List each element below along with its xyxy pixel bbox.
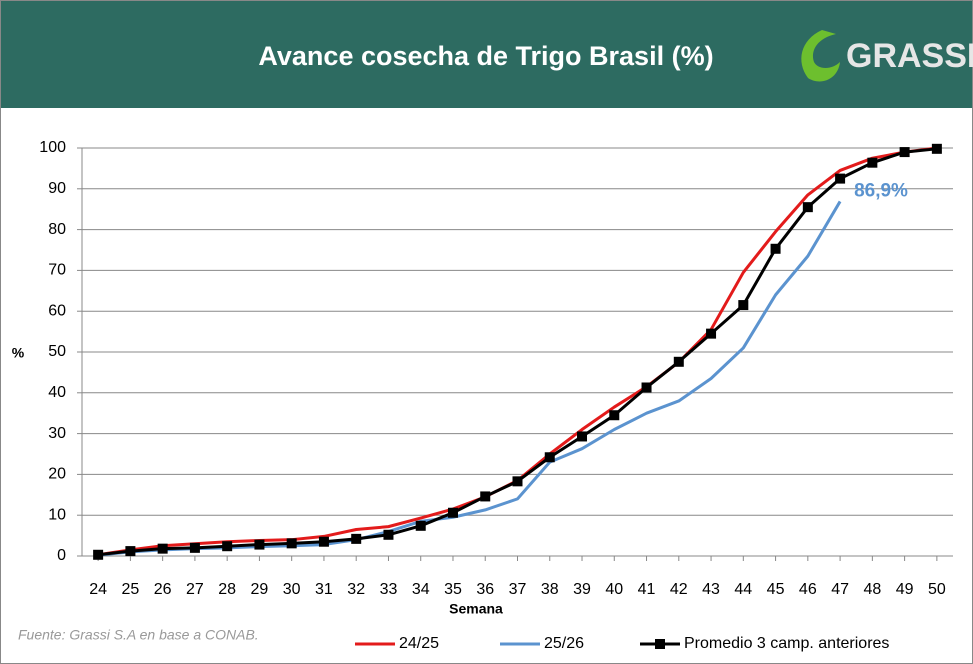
x-tick-label: 28 [218, 581, 236, 598]
x-tick-label: 40 [605, 581, 623, 598]
x-tick-label: 48 [863, 581, 881, 598]
x-tick-label: 42 [670, 581, 688, 598]
x-axis-label: Semana [449, 601, 503, 617]
series-marker [93, 549, 104, 560]
series-marker [222, 541, 233, 552]
y-tick-label: 90 [48, 180, 66, 197]
series-marker [415, 520, 426, 531]
x-tick-label: 47 [831, 581, 849, 598]
x-tick-label: 41 [638, 581, 656, 598]
series-marker [512, 476, 523, 487]
series-marker [480, 491, 491, 502]
series-marker [286, 538, 297, 549]
series-marker [254, 539, 265, 550]
x-tick-label: 25 [121, 581, 139, 598]
series-marker [770, 243, 781, 254]
y-tick-label: 10 [48, 506, 66, 523]
y-tick-label: 0 [57, 547, 66, 564]
y-tick-label: 20 [48, 466, 66, 483]
series-marker [835, 173, 846, 184]
legend-label: Promedio 3 camp. anteriores [684, 635, 889, 652]
x-tick-label: 39 [573, 581, 591, 598]
series-marker [641, 382, 652, 393]
x-tick-label: 34 [412, 581, 430, 598]
x-tick-label: 46 [799, 581, 817, 598]
x-tick-label: 50 [928, 581, 946, 598]
series-marker [383, 529, 394, 540]
series-marker [609, 410, 620, 421]
series-marker [577, 431, 588, 442]
series-marker [544, 452, 555, 463]
legend-label: 24/25 [399, 635, 439, 652]
x-tick-label: 37 [509, 581, 527, 598]
y-tick-label: 50 [48, 343, 66, 360]
series-marker [899, 147, 910, 158]
x-tick-label: 36 [476, 581, 494, 598]
legend-label: 25/26 [544, 635, 584, 652]
x-tick-label: 30 [283, 581, 301, 598]
series-marker [318, 536, 329, 547]
y-axis-label: % [12, 345, 25, 361]
legend-marker [655, 639, 665, 649]
annotation: 86,9% [854, 180, 908, 201]
y-tick-label: 60 [48, 302, 66, 319]
series-marker [125, 546, 136, 557]
x-tick-label: 27 [186, 581, 204, 598]
logo-text: GRASSI [846, 37, 973, 75]
series-marker [157, 543, 168, 554]
logo-icon [801, 30, 840, 82]
series-marker [738, 300, 749, 311]
x-tick-label: 43 [702, 581, 720, 598]
series-marker [673, 356, 684, 367]
y-tick-label: 80 [48, 221, 66, 238]
x-tick-label: 45 [767, 581, 785, 598]
series-marker [189, 542, 200, 553]
y-tick-label: 40 [48, 384, 66, 401]
x-tick-label: 35 [444, 581, 462, 598]
y-tick-label: 100 [39, 139, 66, 156]
x-tick-label: 44 [734, 581, 752, 598]
x-tick-label: 26 [154, 581, 172, 598]
series-marker [867, 157, 878, 168]
source-note: Fuente: Grassi S.A en base a CONAB. [18, 627, 259, 643]
y-tick-label: 70 [48, 262, 66, 279]
chart-title: Avance cosecha de Trigo Brasil (%) [258, 41, 713, 71]
series-marker [931, 143, 942, 154]
x-tick-label: 24 [89, 581, 107, 598]
y-tick-label: 30 [48, 425, 66, 442]
series-marker [802, 202, 813, 213]
series-marker [447, 507, 458, 518]
x-tick-label: 32 [347, 581, 365, 598]
series-marker [706, 328, 717, 339]
x-tick-label: 49 [896, 581, 914, 598]
x-tick-label: 31 [315, 581, 333, 598]
x-tick-label: 33 [380, 581, 398, 598]
x-tick-label: 38 [541, 581, 559, 598]
series-marker [351, 533, 362, 544]
x-tick-label: 29 [251, 581, 269, 598]
